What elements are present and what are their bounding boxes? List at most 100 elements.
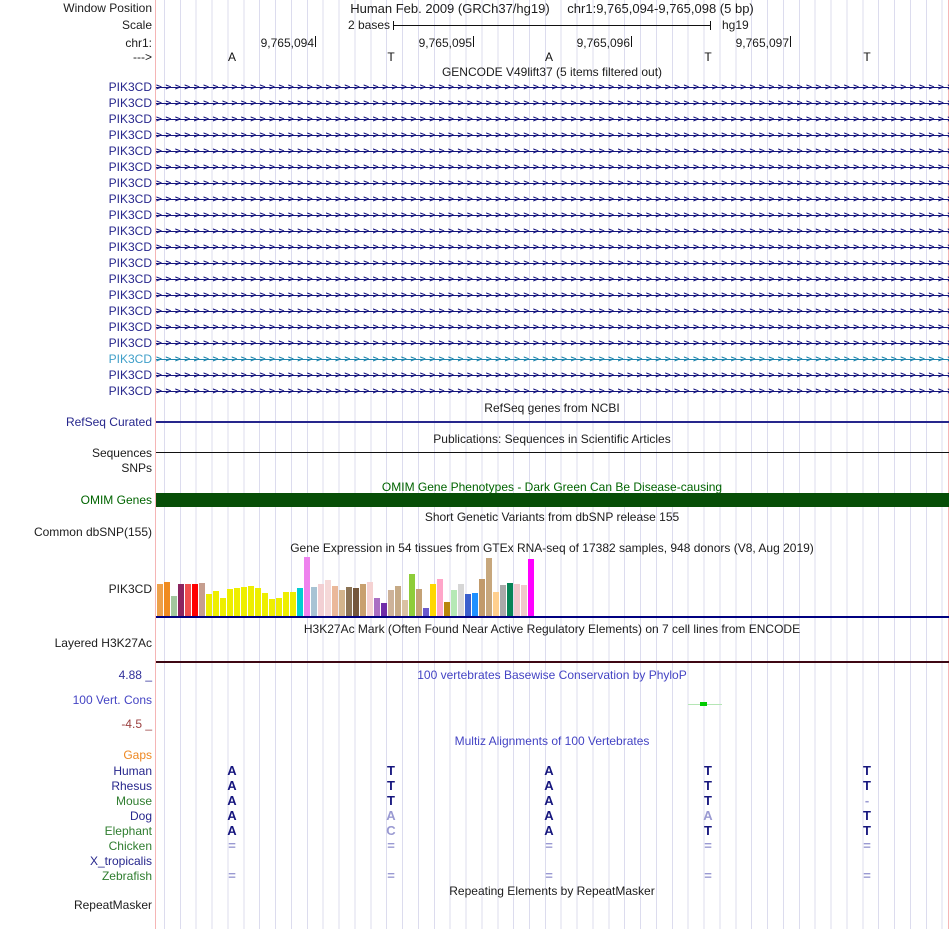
- species-label[interactable]: Chicken: [108, 839, 152, 853]
- gene-label[interactable]: PIK3CD: [108, 128, 152, 142]
- gtex-bar[interactable]: [409, 574, 415, 616]
- phylop-label[interactable]: 100 Vert. Cons: [72, 693, 152, 707]
- gtex-bar[interactable]: [430, 584, 436, 616]
- gene-row[interactable]: PIK3CD >>>>>>>>>>>>>>>>>>>>>>>>>>>>>>>>>>…: [0, 208, 950, 224]
- gtex-bar[interactable]: [388, 590, 394, 616]
- alignment-row[interactable]: Human A T A T T: [0, 764, 950, 779]
- gtex-bar[interactable]: [262, 593, 268, 616]
- gene-row[interactable]: PIK3CD >>>>>>>>>>>>>>>>>>>>>>>>>>>>>>>>>>…: [0, 192, 950, 208]
- gtex-bar[interactable]: [458, 584, 464, 616]
- gtex-bar[interactable]: [255, 588, 261, 616]
- gene-row[interactable]: PIK3CD >>>>>>>>>>>>>>>>>>>>>>>>>>>>>>>>>>…: [0, 128, 950, 144]
- gtex-bar[interactable]: [500, 585, 506, 616]
- gtex-bar[interactable]: [367, 582, 373, 616]
- repeatmasker-label[interactable]: RepeatMasker: [73, 898, 152, 912]
- alignment-row[interactable]: Zebrafish = = = = =: [0, 869, 950, 884]
- gtex-bar[interactable]: [227, 589, 233, 616]
- gene-label[interactable]: PIK3CD: [108, 80, 152, 94]
- gtex-bar[interactable]: [395, 586, 401, 616]
- gtex-gene-label[interactable]: PIK3CD: [108, 582, 152, 596]
- species-label[interactable]: X_tropicalis: [89, 854, 152, 868]
- gtex-bar[interactable]: [248, 586, 254, 616]
- omim-genes-label[interactable]: OMIM Genes: [80, 493, 152, 507]
- gene-row[interactable]: PIK3CD >>>>>>>>>>>>>>>>>>>>>>>>>>>>>>>>>>…: [0, 224, 950, 240]
- gtex-bar[interactable]: [451, 590, 457, 616]
- gene-label[interactable]: PIK3CD: [108, 96, 152, 110]
- gtex-bar[interactable]: [269, 599, 275, 616]
- gtex-bar[interactable]: [178, 584, 184, 616]
- gene-label[interactable]: PIK3CD: [108, 288, 152, 302]
- gene-label[interactable]: PIK3CD: [108, 160, 152, 174]
- gtex-bar[interactable]: [220, 598, 226, 616]
- h3k27ac-signal-line[interactable]: [156, 661, 949, 663]
- gtex-bar[interactable]: [465, 594, 471, 616]
- gtex-bar[interactable]: [472, 593, 478, 616]
- gtex-bar[interactable]: [360, 584, 366, 616]
- gtex-bar[interactable]: [486, 558, 492, 616]
- gene-label[interactable]: PIK3CD: [108, 272, 152, 286]
- multiz-gaps-label[interactable]: Gaps: [123, 748, 152, 762]
- gtex-bar[interactable]: [528, 559, 534, 616]
- gene-label[interactable]: PIK3CD: [108, 192, 152, 206]
- alignment-row[interactable]: Elephant A C A T T: [0, 824, 950, 839]
- gtex-bar[interactable]: [374, 598, 380, 616]
- gtex-bar[interactable]: [318, 584, 324, 616]
- gene-row[interactable]: PIK3CD >>>>>>>>>>>>>>>>>>>>>>>>>>>>>>>>>>…: [0, 160, 950, 176]
- gene-label[interactable]: PIK3CD: [108, 336, 152, 350]
- gtex-bar[interactable]: [381, 603, 387, 616]
- h3k27ac-label[interactable]: Layered H3K27Ac: [54, 636, 152, 650]
- alignment-row[interactable]: Dog A A A A T: [0, 809, 950, 824]
- gene-label[interactable]: PIK3CD: [108, 176, 152, 190]
- gtex-bar[interactable]: [346, 587, 352, 616]
- gtex-bar[interactable]: [423, 608, 429, 616]
- gtex-bar[interactable]: [192, 584, 198, 616]
- gene-label[interactable]: PIK3CD: [108, 352, 152, 366]
- gene-row[interactable]: PIK3CD >>>>>>>>>>>>>>>>>>>>>>>>>>>>>>>>>>…: [0, 368, 950, 384]
- species-label[interactable]: Elephant: [104, 824, 152, 838]
- species-label[interactable]: Human: [113, 764, 152, 778]
- alignment-row[interactable]: Mouse A T A T -: [0, 794, 950, 809]
- omim-gene-bar[interactable]: [156, 493, 949, 507]
- gene-row[interactable]: PIK3CD >>>>>>>>>>>>>>>>>>>>>>>>>>>>>>>>>>…: [0, 384, 950, 400]
- gtex-bar[interactable]: [283, 592, 289, 616]
- gtex-bar[interactable]: [353, 588, 359, 616]
- sequences-item[interactable]: [156, 452, 949, 453]
- gtex-bar[interactable]: [157, 584, 163, 616]
- gtex-bar[interactable]: [234, 588, 240, 616]
- gene-row[interactable]: PIK3CD >>>>>>>>>>>>>>>>>>>>>>>>>>>>>>>>>>…: [0, 320, 950, 336]
- phylop-conservation-tick[interactable]: [700, 702, 707, 706]
- gtex-bar[interactable]: [332, 586, 338, 616]
- gene-row[interactable]: PIK3CD >>>>>>>>>>>>>>>>>>>>>>>>>>>>>>>>>>…: [0, 176, 950, 192]
- species-label[interactable]: Mouse: [115, 794, 152, 808]
- gtex-bar[interactable]: [241, 587, 247, 616]
- gtex-bar[interactable]: [416, 589, 422, 616]
- gtex-bar[interactable]: [339, 590, 345, 616]
- gtex-bar[interactable]: [297, 588, 303, 616]
- gene-label[interactable]: PIK3CD: [108, 112, 152, 126]
- gtex-bar[interactable]: [437, 579, 443, 616]
- gtex-bar[interactable]: [521, 585, 527, 616]
- gtex-bar[interactable]: [507, 583, 513, 616]
- gene-label[interactable]: PIK3CD: [108, 144, 152, 158]
- gtex-bar[interactable]: [493, 592, 499, 616]
- gene-label[interactable]: PIK3CD: [108, 240, 152, 254]
- gtex-bar[interactable]: [290, 592, 296, 616]
- gene-row[interactable]: PIK3CD >>>>>>>>>>>>>>>>>>>>>>>>>>>>>>>>>>…: [0, 256, 950, 272]
- alignment-row[interactable]: Rhesus A T A T T: [0, 779, 950, 794]
- gtex-bar[interactable]: [164, 582, 170, 616]
- gene-row[interactable]: PIK3CD >>>>>>>>>>>>>>>>>>>>>>>>>>>>>>>>>>…: [0, 272, 950, 288]
- gtex-baseline[interactable]: [156, 616, 949, 618]
- species-label[interactable]: Zebrafish: [101, 869, 152, 883]
- gtex-bar[interactable]: [199, 583, 205, 616]
- gene-row[interactable]: PIK3CD >>>>>>>>>>>>>>>>>>>>>>>>>>>>>>>>>>…: [0, 304, 950, 320]
- sequences-label[interactable]: Sequences: [91, 446, 152, 460]
- gene-row[interactable]: PIK3CD >>>>>>>>>>>>>>>>>>>>>>>>>>>>>>>>>>…: [0, 80, 950, 96]
- gtex-bar[interactable]: [206, 594, 212, 616]
- species-label[interactable]: Rhesus: [111, 779, 152, 793]
- gene-row[interactable]: PIK3CD >>>>>>>>>>>>>>>>>>>>>>>>>>>>>>>>>>…: [0, 352, 950, 368]
- gtex-bar[interactable]: [325, 580, 331, 616]
- refseq-curated-label[interactable]: RefSeq Curated: [65, 415, 152, 429]
- gtex-bar[interactable]: [171, 596, 177, 616]
- alignment-row[interactable]: X_tropicalis: [0, 854, 950, 869]
- gene-row[interactable]: PIK3CD >>>>>>>>>>>>>>>>>>>>>>>>>>>>>>>>>>…: [0, 96, 950, 112]
